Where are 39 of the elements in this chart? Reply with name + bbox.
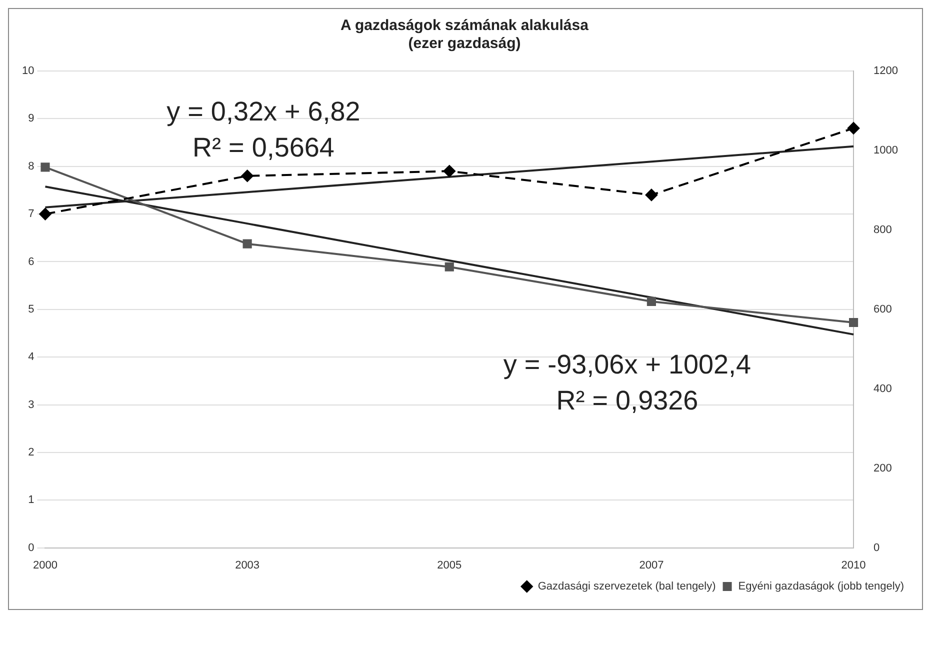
y-tick-label: 6 (28, 256, 34, 268)
x-tick-label: 2010 (841, 559, 866, 572)
y2-tick-label: 200 (874, 462, 892, 474)
chart-title: A gazdaságok számának alakulása (340, 17, 590, 34)
y2-tick-label: 0 (874, 542, 880, 554)
point (39, 208, 52, 220)
y-tick-label: 4 (28, 351, 34, 364)
chart-subtitle: (ezer gazdaság) (408, 35, 521, 52)
x-tick-label: 2003 (235, 559, 260, 572)
y-tick-label: 2 (28, 446, 34, 458)
x-tick-label: 2005 (437, 559, 462, 572)
annotation: y = -93,06x + 1002,4 R² = 0,9326 (503, 349, 752, 416)
y2-tick-label: 800 (874, 224, 892, 236)
point (444, 262, 454, 272)
y-tick-label: 9 (28, 112, 34, 125)
point (241, 170, 254, 182)
y-tick-label: 10 (22, 65, 34, 78)
y-tick-label: 1 (28, 494, 34, 506)
point (242, 239, 252, 248)
point (40, 162, 50, 172)
y2-tick-label: 1000 (874, 144, 898, 156)
annotation: y = 0,32x + 6,82 R² = 0,5664 (166, 96, 360, 163)
y-tick-label: 7 (28, 208, 34, 220)
legend-label: Egyéni gazdaságok (jobb tengely) (738, 580, 904, 593)
legend-label: Gazdasági szervezetek (bal tengely) (538, 580, 716, 593)
y-tick-label: 5 (28, 303, 34, 316)
y-tick-label: 0 (28, 542, 34, 554)
y2-tick-label: 400 (874, 382, 892, 395)
point (848, 318, 858, 328)
point (646, 296, 656, 306)
point (848, 122, 860, 134)
x-tick-label: 2007 (639, 559, 664, 572)
x-tick-label: 2000 (32, 559, 58, 572)
point (443, 165, 456, 178)
y-tick-label: 8 (28, 160, 34, 172)
y-tick-label: 3 (28, 398, 34, 411)
y2-tick-label: 600 (874, 303, 892, 316)
point (645, 188, 658, 201)
y2-tick-label: 1200 (874, 65, 898, 78)
